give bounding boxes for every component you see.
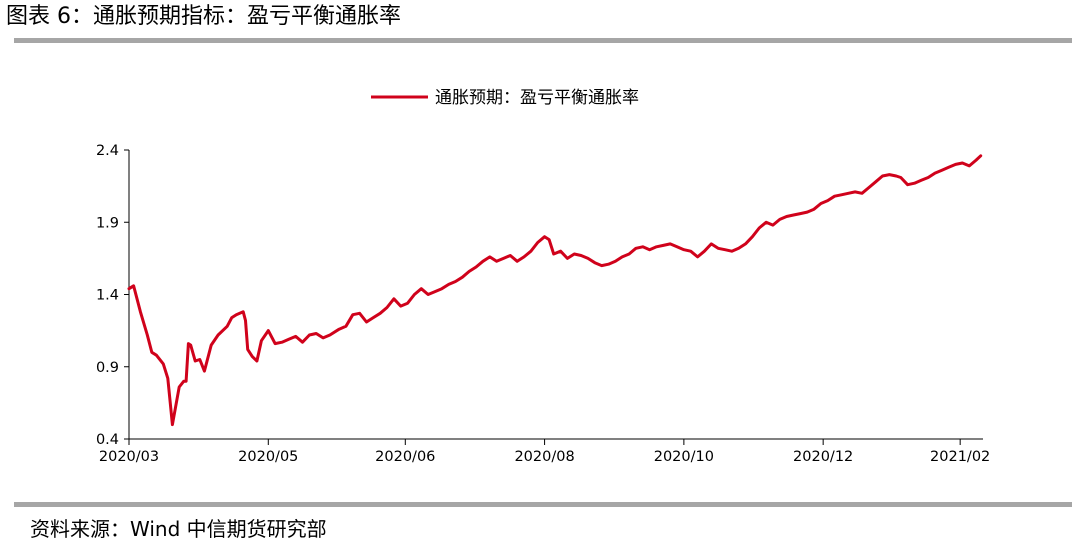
legend: 通胀预期：盈亏平衡通胀率 xyxy=(371,88,639,108)
y-tick-label: 2.4 xyxy=(96,143,119,159)
y-tick-label: 1.4 xyxy=(96,288,119,304)
y-tick-label: 0.4 xyxy=(96,432,119,448)
x-tick-label: 2020/06 xyxy=(375,449,435,465)
axes xyxy=(124,149,983,445)
legend-label: 通胀预期：盈亏平衡通胀率 xyxy=(435,88,639,108)
figure-title: 图表 6：通胀预期指标：盈亏平衡通胀率 xyxy=(6,4,401,29)
bottom-divider xyxy=(14,502,1072,507)
y-tick-label: 1.9 xyxy=(96,215,119,231)
x-tick-label: 2020/12 xyxy=(793,449,853,465)
tick-labels: 0.4 0.9 1.4 1.9 2.4 2020/03 2020/05 2020/06 2020… xyxy=(96,143,990,465)
x-tick-label: 2020/03 xyxy=(99,449,159,465)
source-note: 资料来源：Wind 中信期货研究部 xyxy=(30,517,327,541)
series-line xyxy=(127,154,983,427)
x-tick-label: 2020/05 xyxy=(238,449,298,465)
x-tick-label: 2020/08 xyxy=(514,449,574,465)
x-tick-label: 2021/02 xyxy=(930,449,990,465)
x-tick-label: 2020/10 xyxy=(654,449,714,465)
y-tick-label: 0.9 xyxy=(96,360,119,376)
top-divider xyxy=(14,38,1072,43)
